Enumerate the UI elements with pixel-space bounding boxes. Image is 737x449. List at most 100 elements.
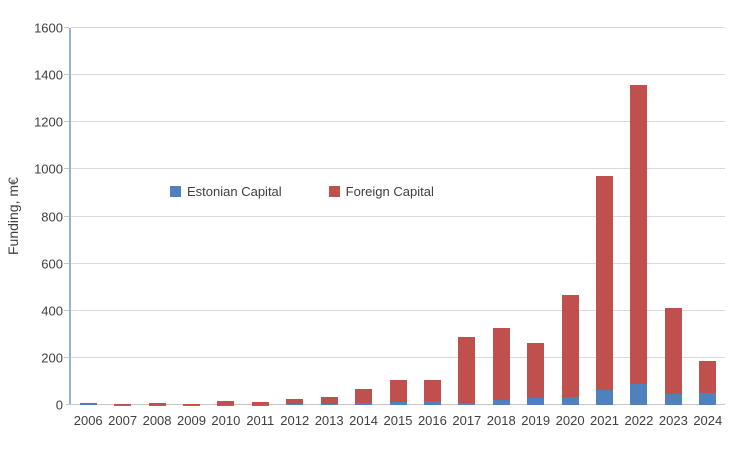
bar-group-2023: [664, 28, 682, 405]
bar-group-2019: [527, 28, 545, 405]
x-tick-label-2008: 2008: [142, 413, 172, 428]
gridline-800: [71, 215, 725, 217]
bar-group-2024: [699, 28, 717, 405]
y-tick-label-0: 0: [55, 397, 63, 413]
y-tick-label-400: 400: [41, 303, 63, 319]
bar-segment-estonian-capital-2006: [79, 403, 97, 405]
bar-segment-foreign-capital-2020: [561, 295, 579, 398]
bar-segment-estonian-capital-2018: [492, 400, 510, 405]
bar-group-2012: [286, 28, 304, 405]
bar-segment-estonian-capital-2021: [596, 389, 614, 405]
bar-segment-estonian-capital-2012: [286, 404, 304, 405]
y-tick-label-1000: 1000: [34, 161, 63, 177]
gridline-1200: [71, 121, 725, 123]
y-axis-tick-800: [64, 215, 69, 217]
bar-group-2008: [148, 28, 166, 405]
x-tick-label-2017: 2017: [452, 413, 482, 428]
bar-segment-foreign-capital-2013: [320, 397, 338, 404]
legend-item-estonian-capital: Estonian Capital: [170, 184, 282, 199]
y-axis-tick-400: [64, 309, 69, 311]
bar-segment-foreign-capital-2019: [527, 343, 545, 398]
gridline-1600: [71, 27, 725, 28]
bar-segment-estonian-capital-2019: [527, 397, 545, 405]
gridline-600: [71, 262, 725, 264]
x-tick-label-2009: 2009: [177, 413, 206, 428]
y-axis-tick-200: [64, 356, 69, 358]
bar-segment-foreign-capital-2023: [664, 308, 682, 394]
bar-group-2017: [458, 28, 476, 405]
y-tick-label-1600: 1600: [34, 20, 63, 36]
bar-group-2009: [182, 28, 200, 405]
x-axis: 2006 2007 2008 2009 2010 2011 2012 2013 2014 2015…: [71, 413, 725, 433]
bar-segment-foreign-capital-2009: [182, 404, 200, 405]
bar-segment-foreign-capital-2008: [148, 403, 166, 405]
bar-group-2015: [389, 28, 407, 405]
bar-segment-estonian-capital-2024: [699, 393, 717, 405]
gridline-1400: [71, 74, 725, 76]
x-tick-label-2023: 2023: [658, 413, 688, 428]
y-tick-label-200: 200: [41, 350, 63, 366]
bar-segment-estonian-capital-2022: [630, 383, 648, 405]
x-tick-label-2019: 2019: [521, 413, 551, 428]
x-tick-label-2024: 2024: [693, 413, 723, 428]
gridline-400: [71, 309, 725, 311]
y-tick-label-1400: 1400: [34, 67, 63, 83]
bar-segment-foreign-capital-2011: [251, 402, 269, 405]
y-axis-tick-1400: [64, 74, 69, 76]
x-tick-label-2020: 2020: [555, 413, 585, 428]
x-tick-label-2021: 2021: [590, 413, 619, 428]
bar-segment-foreign-capital-2016: [423, 379, 441, 401]
y-axis-line: [69, 28, 71, 405]
bar-segment-estonian-capital-2013: [320, 403, 338, 405]
bar-segment-estonian-capital-2017: [458, 403, 476, 405]
bar-group-2011: [251, 28, 269, 405]
bar-segment-foreign-capital-2015: [389, 380, 407, 402]
x-tick-label-2016: 2016: [417, 413, 447, 428]
legend: Estonian Capital Foreign Capital: [170, 184, 434, 199]
x-tick-label-2018: 2018: [486, 413, 516, 428]
bar-segment-foreign-capital-2018: [492, 327, 510, 401]
bar-segment-foreign-capital-2017: [458, 336, 476, 404]
bar-segment-foreign-capital-2021: [596, 176, 614, 390]
x-tick-label-2012: 2012: [280, 413, 310, 428]
x-tick-label-2007: 2007: [108, 413, 138, 428]
bar-segment-foreign-capital-2014: [355, 388, 373, 404]
y-axis: 0 200 400 600 800 1000 1200 1400 1600: [0, 21, 63, 413]
x-tick-label-2006: 2006: [73, 413, 103, 428]
y-axis-tick-1200: [64, 121, 69, 123]
y-axis-tick-1000: [64, 168, 69, 170]
bar-group-2006: [79, 28, 97, 405]
bar-group-2018: [492, 28, 510, 405]
bar-segment-foreign-capital-2022: [630, 85, 648, 384]
legend-swatch-foreign-capital-icon: [328, 186, 340, 197]
bar-group-2014: [355, 28, 373, 405]
x-tick-label-2015: 2015: [383, 413, 413, 428]
bar-segment-foreign-capital-2012: [286, 399, 304, 405]
bar-segment-estonian-capital-2020: [561, 397, 579, 405]
x-tick-label-2014: 2014: [349, 413, 379, 428]
bar-group-2020: [561, 28, 579, 405]
bar-group-2021: [596, 28, 614, 405]
gridline-1000: [71, 168, 725, 170]
y-axis-tick-600: [64, 262, 69, 264]
legend-swatch-estonian-capital-icon: [170, 186, 181, 197]
plot-area: [64, 27, 725, 405]
bar-group-2022: [630, 28, 648, 405]
gridline-200: [71, 356, 725, 358]
bar-segment-foreign-capital-2024: [699, 361, 717, 394]
bar-segment-estonian-capital-2014: [355, 403, 373, 405]
legend-item-foreign-capital: Foreign Capital: [328, 184, 434, 199]
bar-segment-estonian-capital-2016: [423, 400, 441, 405]
bar-segment-estonian-capital-2015: [389, 401, 407, 405]
y-axis-tick-1600: [64, 27, 69, 28]
x-tick-label-2010: 2010: [211, 413, 241, 428]
x-tick-label-2013: 2013: [314, 413, 344, 428]
bar-group-2016: [423, 28, 441, 405]
bar-group-2010: [217, 28, 235, 405]
bar-group-2013: [320, 28, 338, 405]
y-tick-label-600: 600: [41, 256, 63, 272]
legend-label-estonian-capital: Estonian Capital: [187, 184, 282, 199]
bar-segment-foreign-capital-2010: [217, 400, 235, 405]
y-tick-label-800: 800: [41, 209, 63, 224]
